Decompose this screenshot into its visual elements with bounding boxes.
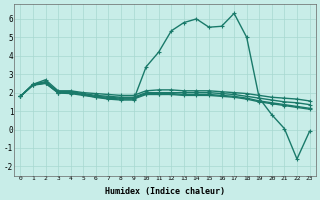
X-axis label: Humidex (Indice chaleur): Humidex (Indice chaleur) xyxy=(105,187,225,196)
